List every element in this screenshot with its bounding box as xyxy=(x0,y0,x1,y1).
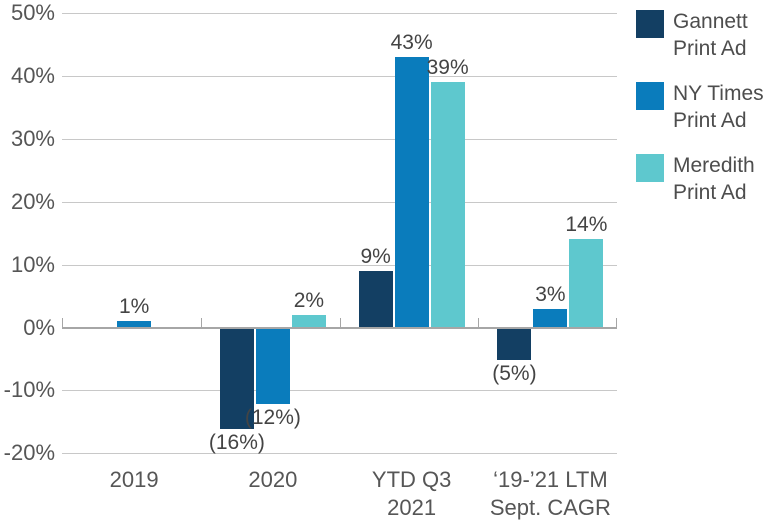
gridline xyxy=(62,264,617,266)
x-axis-label: ‘19-’21 LTM Sept. CAGR xyxy=(465,466,635,522)
legend-item-meredith: Meredith Print Ad xyxy=(636,154,764,206)
gridline xyxy=(62,201,617,203)
data-label: (16%) xyxy=(208,431,265,455)
x-axis-label: 2019 xyxy=(49,466,219,494)
x-axis-label-line: YTD Q3 xyxy=(371,467,452,492)
bar-ny-times-print-ad xyxy=(117,321,152,328)
bar-ny-times-print-ad xyxy=(533,308,568,328)
bar-ny-times-print-ad xyxy=(394,57,429,328)
legend: Gannett Print Ad NY Times Print Ad Meredith P… xyxy=(636,10,764,226)
x-axis-label: YTD Q3 2021 xyxy=(327,466,497,522)
legend-label-line: Print Ad xyxy=(673,181,747,204)
category-tick xyxy=(478,317,480,328)
category-tick xyxy=(339,317,341,328)
legend-swatch xyxy=(636,82,664,110)
bar-gannett-print-ad xyxy=(219,328,254,430)
legend-label-line: Meredith xyxy=(673,154,755,177)
data-label: (12%) xyxy=(244,405,301,429)
data-label: (5%) xyxy=(492,361,537,385)
legend-swatch xyxy=(636,154,664,182)
data-label: 43% xyxy=(390,31,433,55)
x-axis-label-line: 2021 xyxy=(387,495,437,520)
legend-item-ny-times: NY Times Print Ad xyxy=(636,82,764,134)
y-axis-label: -10% xyxy=(3,377,55,403)
legend-label: Meredith Print Ad xyxy=(673,152,755,206)
bar-gannett-print-ad xyxy=(358,270,393,328)
legend-label-line: NY Times xyxy=(673,82,764,105)
y-axis-label: 50% xyxy=(10,0,55,25)
legend-label: NY Times Print Ad xyxy=(673,80,764,134)
category-tick xyxy=(200,317,202,328)
x-axis-label-line: Sept. CAGR xyxy=(489,495,611,520)
data-label: 9% xyxy=(360,244,391,268)
bar-meredith-print-ad xyxy=(291,314,326,328)
zero-gridline xyxy=(62,326,617,329)
y-axis-label: 10% xyxy=(10,251,55,277)
x-axis-label-line: ‘19-’21 LTM xyxy=(493,467,608,492)
y-axis-label: 30% xyxy=(10,125,55,151)
y-axis-label: 20% xyxy=(10,188,55,214)
y-axis-label: 40% xyxy=(10,62,55,88)
legend-label-line: Print Ad xyxy=(673,109,747,132)
data-label: 39% xyxy=(426,56,469,80)
category-tick xyxy=(616,317,617,328)
x-axis-label: 2020 xyxy=(188,466,358,494)
gridline xyxy=(62,453,617,455)
legend-label-line: Gannett xyxy=(673,10,748,33)
data-label: 1% xyxy=(118,295,150,319)
data-label: 14% xyxy=(565,213,608,237)
bar-meredith-print-ad xyxy=(430,82,465,328)
gridline xyxy=(62,138,617,140)
x-axis-label-line: 2020 xyxy=(248,467,298,492)
x-axis-label-line: 2019 xyxy=(109,467,159,492)
bar-ny-times-print-ad xyxy=(255,328,290,404)
data-label: 2% xyxy=(293,288,325,312)
category-tick xyxy=(62,317,63,328)
gridline xyxy=(62,13,617,14)
y-axis-label: 0% xyxy=(23,314,55,340)
bar-meredith-print-ad xyxy=(569,239,604,328)
bar-gannett-print-ad xyxy=(497,328,532,360)
legend-label-line: Print Ad xyxy=(673,37,747,60)
legend-swatch xyxy=(636,10,664,38)
legend-label: Gannett Print Ad xyxy=(673,8,748,62)
data-label: 3% xyxy=(535,282,566,306)
y-axis-label: -20% xyxy=(3,440,55,466)
gridline xyxy=(62,390,617,392)
legend-item-gannett: Gannett Print Ad xyxy=(636,10,764,62)
gridline xyxy=(62,75,617,77)
